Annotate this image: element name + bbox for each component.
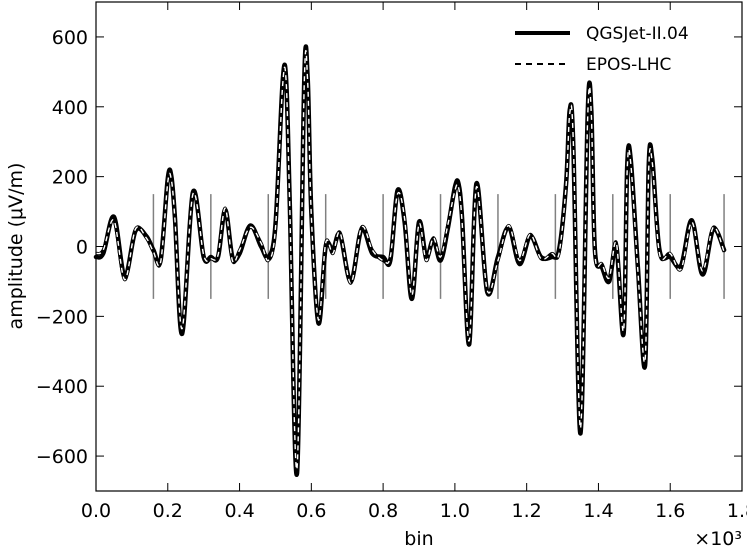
plot-frame bbox=[95, 1, 743, 492]
x-tick-label: 1.6 bbox=[655, 500, 685, 522]
legend-label-epos: EPOS-LHC bbox=[586, 55, 671, 75]
y-tick-label: −600 bbox=[36, 446, 88, 468]
series-line-epos-underlay bbox=[95, 49, 726, 472]
x-tick-label: 0.2 bbox=[153, 500, 183, 522]
series-line-qgsjet bbox=[93, 44, 727, 477]
x-tick-label: 0.8 bbox=[368, 500, 398, 522]
x-tick-label: 0.6 bbox=[296, 500, 326, 522]
x-axis-label: bin bbox=[404, 528, 433, 550]
y-tick-label: 600 bbox=[52, 27, 88, 49]
x-tick-label: 0.0 bbox=[81, 500, 111, 522]
series-layer bbox=[93, 44, 727, 477]
y-tick-label: 0 bbox=[76, 237, 88, 259]
legend: QGSJet-II.04 EPOS-LHC bbox=[515, 24, 689, 75]
y-axis: −600 −400 −200 0 200 400 600 bbox=[36, 27, 742, 468]
x-tick-label: 1.4 bbox=[583, 500, 613, 522]
x-tick-label: 1.0 bbox=[440, 500, 470, 522]
x-tick-label: 0.4 bbox=[224, 500, 254, 522]
x-axis-multiplier: ×10³ bbox=[694, 528, 742, 550]
x-tick-label: 1.8 bbox=[727, 500, 747, 522]
x-axis: 0.0 0.2 0.4 0.6 0.8 1.0 1.2 1.4 1.6 1.8 bbox=[81, 2, 747, 522]
y-tick-label: 400 bbox=[52, 97, 88, 119]
legend-label-qgsjet: QGSJet-II.04 bbox=[586, 24, 689, 44]
y-tick-label: −200 bbox=[36, 306, 88, 328]
series-line-epos bbox=[95, 49, 725, 471]
x-tick-label: 1.2 bbox=[512, 500, 542, 522]
y-tick-label: 200 bbox=[52, 167, 88, 189]
y-tick-label: −400 bbox=[36, 376, 88, 398]
y-axis-label: amplitude (μV/m) bbox=[5, 163, 27, 330]
